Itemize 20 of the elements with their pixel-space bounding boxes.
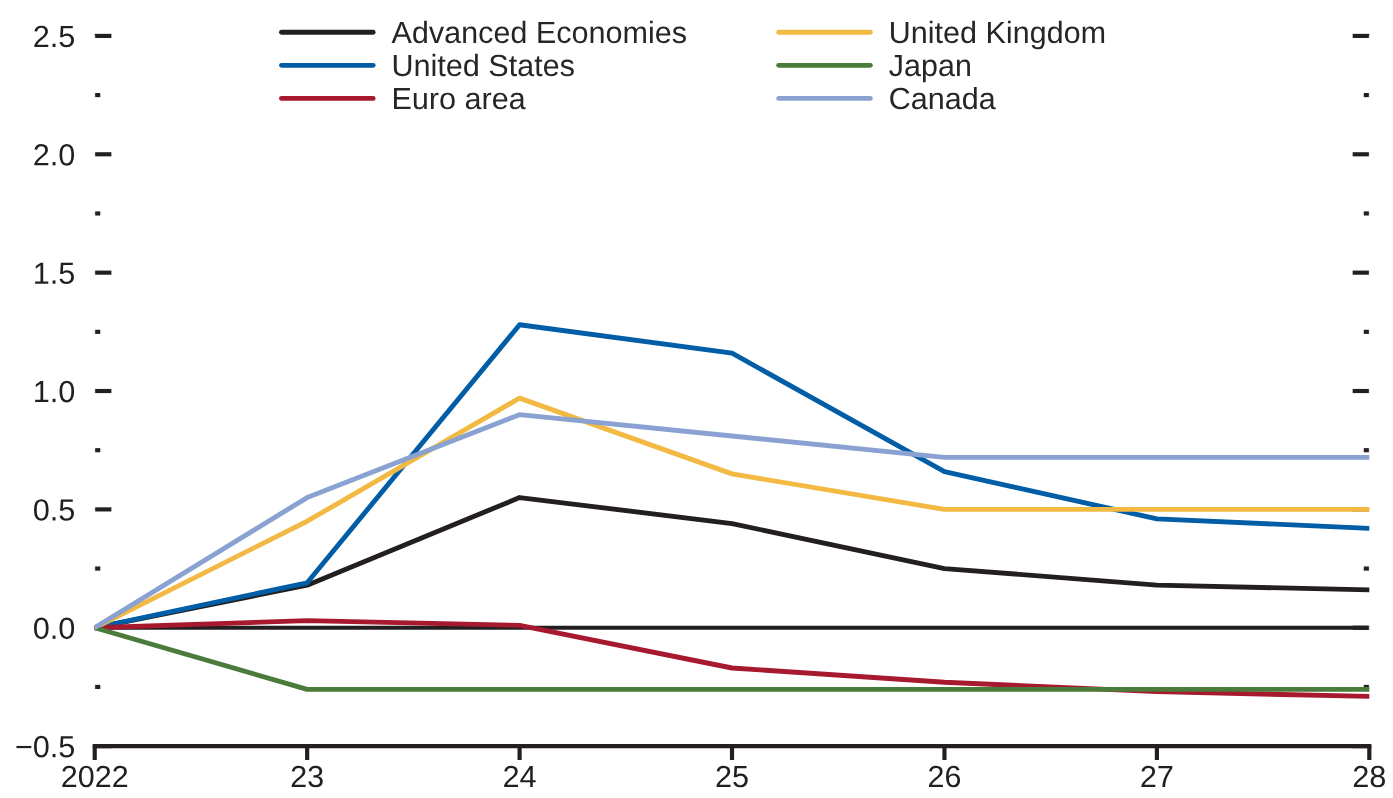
x-tick-label: 24 — [504, 765, 536, 788]
x-tick-label: 25 — [716, 765, 748, 788]
y-tick-label: 1.0 — [35, 380, 75, 403]
legend-label: United Kingdom — [891, 20, 1105, 50]
x-tick-label: 28 — [1353, 765, 1385, 788]
y-tick-label: 2.0 — [34, 144, 75, 166]
legend-label: Advanced Economies — [391, 20, 686, 44]
x-tick-label: 23 — [291, 765, 323, 788]
y-tick-label: 2.5 — [34, 25, 74, 48]
y-tick-label: 1.5 — [35, 262, 74, 285]
legend-label: Euro area — [393, 88, 526, 110]
y-tick-label: 0.5 — [34, 499, 74, 521]
legend-label: United States — [393, 53, 574, 77]
y-tick-label: 0.0 — [34, 617, 75, 640]
legend-label: Canada — [890, 86, 996, 110]
x-tick-label: 26 — [929, 765, 961, 788]
legend-label: Japan — [889, 54, 970, 83]
x-tick-label: 27 — [1141, 765, 1173, 788]
y-tick-label: −0.5 — [16, 735, 74, 758]
x-tick-label: 2022 — [62, 765, 128, 788]
